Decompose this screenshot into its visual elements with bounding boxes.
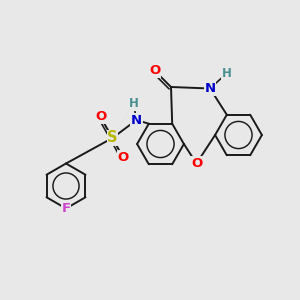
Text: F: F [61, 202, 70, 215]
Text: N: N [131, 113, 142, 127]
Text: O: O [117, 151, 129, 164]
Text: S: S [107, 130, 118, 146]
Text: H: H [222, 67, 231, 80]
Text: O: O [191, 157, 202, 170]
Text: O: O [95, 110, 106, 124]
Text: H: H [129, 97, 138, 110]
Text: O: O [149, 64, 160, 77]
Text: N: N [204, 82, 216, 95]
